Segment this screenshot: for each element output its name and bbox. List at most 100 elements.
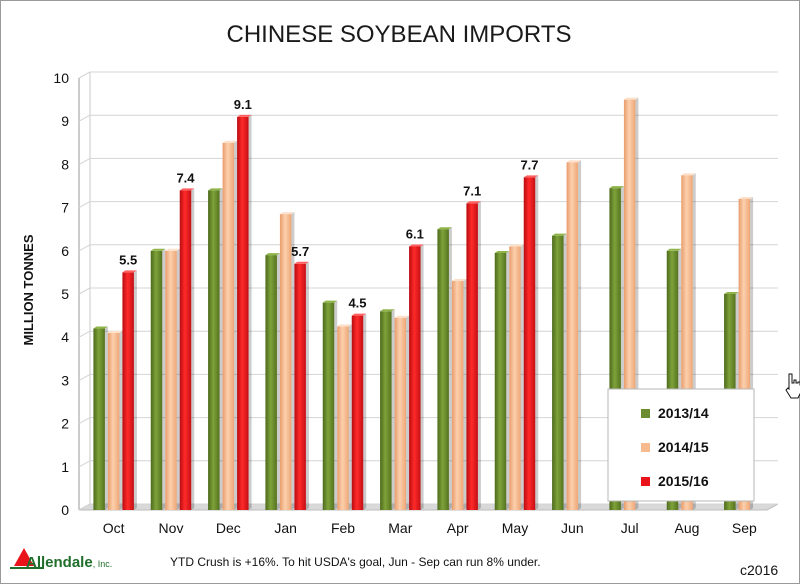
x-tick-label: Nov: [159, 520, 184, 536]
y-tick-label: 1: [61, 459, 69, 475]
bar-side: [520, 244, 524, 511]
gridline-side: [78, 287, 91, 295]
bar-top: [409, 244, 424, 247]
gridline-side: [78, 417, 91, 425]
bar-2014-15: [566, 162, 579, 511]
data-label: 7.4: [176, 170, 195, 185]
bar-side: [234, 140, 238, 511]
bar-side: [563, 233, 567, 510]
data-label: 5.5: [119, 252, 137, 267]
chart-title: CHINESE SOYBEAN IMPORTS: [227, 21, 572, 48]
bar-side: [191, 188, 195, 510]
bar-top: [394, 315, 410, 318]
bar-top: [279, 212, 295, 215]
bar-side: [463, 279, 467, 510]
x-tick-label: Sep: [732, 520, 757, 536]
y-tick-label: 5: [61, 286, 69, 302]
bar-2013-14: [265, 255, 277, 510]
bars: [93, 97, 754, 511]
bar-2015-16: [122, 272, 134, 510]
bar-top: [623, 97, 639, 100]
gridline-side: [78, 157, 91, 165]
bar-side: [248, 114, 252, 510]
bar-2013-14: [494, 252, 507, 510]
bar-side: [348, 324, 352, 510]
data-label: 9.1: [234, 97, 252, 112]
x-tick-label: Feb: [331, 520, 355, 536]
bar-top: [337, 324, 352, 327]
bar-top: [738, 196, 754, 199]
y-tick-label: 9: [61, 113, 69, 129]
bar-top: [494, 250, 510, 253]
bar-2015-16: [523, 177, 536, 511]
data-label: 6.1: [406, 226, 424, 241]
bar-2013-14: [150, 250, 163, 511]
bar-top: [351, 313, 367, 316]
bar-side: [406, 315, 410, 510]
logo-text: Allendale, Inc.: [26, 554, 112, 571]
bar-top: [466, 201, 481, 204]
bar-top: [237, 114, 252, 117]
copyright: c2016: [740, 562, 778, 578]
data-label: 7.7: [520, 157, 538, 172]
legend-swatch: [641, 477, 650, 486]
hand-pointer-icon: [785, 373, 800, 399]
bar-side: [448, 227, 452, 510]
legend: 2013/14 2014/15 2015/16: [607, 388, 755, 502]
data-label: 4.5: [348, 296, 366, 311]
bar-top: [681, 173, 696, 176]
bar-2014-15: [337, 326, 349, 510]
bar-top: [509, 244, 524, 247]
legend-entry: 2015/16: [658, 473, 709, 489]
x-tick-labels: Oct Nov Dec Jan Feb Mar Apr May Jun Jul Aug Sep: [103, 520, 757, 536]
bar-side: [162, 248, 166, 511]
data-label: 5.7: [291, 244, 309, 259]
bar-2014-15: [681, 175, 693, 510]
bar-2014-15: [394, 317, 407, 510]
bar-2014-15: [107, 332, 120, 510]
gridline-side: [78, 330, 91, 338]
bar-2015-16: [351, 315, 364, 510]
bar-2015-16: [466, 203, 478, 510]
bar-top: [179, 188, 195, 191]
x-tick-label: Jun: [561, 520, 584, 536]
bar-side: [578, 160, 582, 511]
logo-suffix: , Inc.: [93, 559, 113, 569]
bar-top: [294, 261, 309, 264]
bar-top: [523, 175, 539, 178]
y-tick-label: 2: [61, 416, 69, 432]
x-tick-label: Oct: [103, 520, 125, 536]
bar-side: [334, 300, 338, 510]
logo-name: Allendale: [26, 554, 93, 571]
bar-2014-15: [222, 142, 235, 511]
bar-side: [133, 270, 137, 510]
bar-top: [451, 279, 467, 282]
legend-swatch: [641, 443, 650, 452]
y-tick-label: 10: [53, 70, 69, 86]
bar-top: [165, 248, 180, 251]
bar-2013-14: [322, 302, 335, 510]
bar-top: [566, 160, 582, 163]
bar-2014-15: [509, 246, 521, 511]
bar-side: [276, 253, 280, 510]
bar-2014-15: [165, 250, 177, 511]
bar-2015-16: [237, 116, 249, 510]
bar-side: [420, 244, 424, 511]
bar-side: [363, 313, 367, 510]
bar-top: [107, 330, 123, 333]
footer-note: YTD Crush is +16%. To hit USDA's goal, J…: [170, 555, 541, 569]
gridline-side: [78, 460, 91, 468]
legend-box: [607, 388, 755, 502]
bar-side: [477, 201, 481, 510]
x-tick-label: May: [502, 520, 528, 536]
x-tick-label: Dec: [216, 520, 241, 536]
legend-swatch: [641, 409, 650, 418]
bar-2015-16: [294, 263, 306, 510]
bar-top: [208, 188, 223, 191]
x-tick-label: Jan: [274, 520, 297, 536]
bar-top: [724, 292, 739, 294]
bar-side: [104, 326, 108, 510]
bar-top: [380, 309, 395, 312]
legend-entry: 2014/15: [658, 439, 709, 455]
